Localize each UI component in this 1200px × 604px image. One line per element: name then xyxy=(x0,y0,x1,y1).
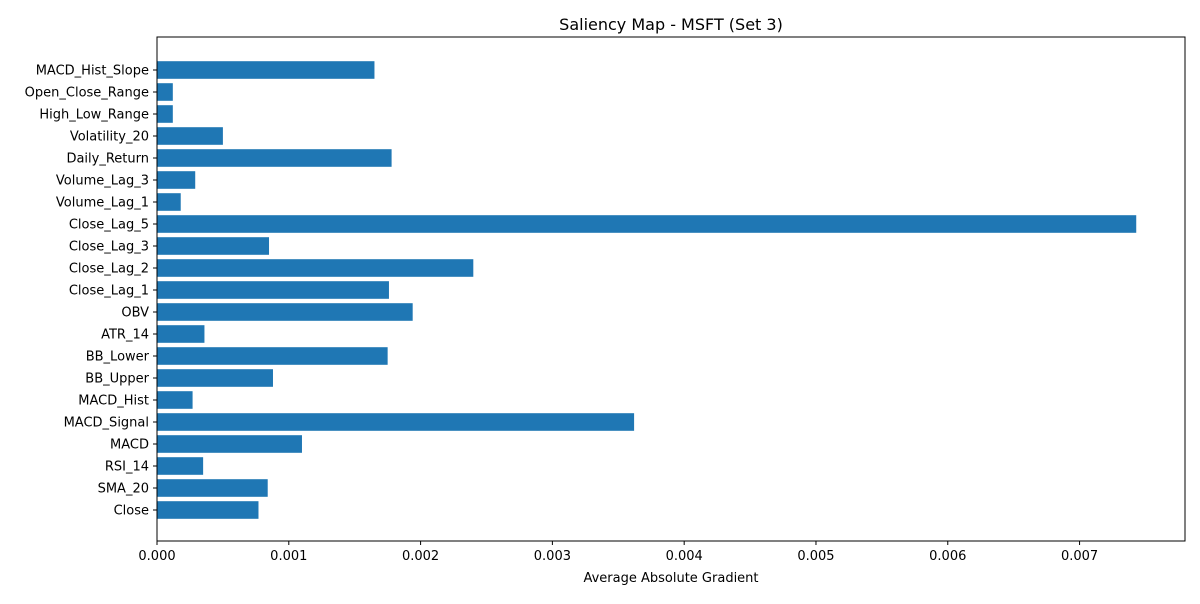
y-tick-label-ATR_14: ATR_14 xyxy=(101,328,149,343)
bar-High_Low_Range xyxy=(157,105,173,123)
y-tick-label-MACD_Hist: MACD_Hist xyxy=(78,394,149,409)
bars-group xyxy=(157,61,1137,519)
y-axis: Close SMA_20 RSI_14 MACD MACD_Signal MACD_His… xyxy=(25,64,157,519)
x-tick-label: 0.001 xyxy=(270,549,307,564)
bar-Volume_Lag_1 xyxy=(157,193,181,211)
bar-MACD_Hist_Slope xyxy=(157,61,375,79)
bar-Open_Close_Range xyxy=(157,83,173,101)
x-tick-label: 0.000 xyxy=(138,549,175,564)
y-tick-label-Close_Lag_3: Close_Lag_3 xyxy=(69,240,149,255)
y-tick-label-Volume_Lag_3: Volume_Lag_3 xyxy=(56,174,149,189)
bar-BB_Lower xyxy=(157,347,388,365)
y-tick-label-Daily_Return: Daily_Return xyxy=(66,152,149,167)
x-tick-label: 0.006 xyxy=(929,549,966,564)
x-tick-label: 0.005 xyxy=(797,549,834,564)
bar-Daily_Return xyxy=(157,149,392,167)
bar-MACD_Signal xyxy=(157,413,635,431)
bar-MACD xyxy=(157,435,302,453)
y-tick-label-Close: Close xyxy=(114,504,149,519)
bar-Close_Lag_3 xyxy=(157,237,270,255)
x-axis: 0.000 0.001 0.002 0.003 0.004 0.005 0.006 0.007 xyxy=(138,541,1098,564)
y-tick-label-MACD_Hist_Slope: MACD_Hist_Slope xyxy=(36,64,149,79)
x-tick-label: 0.002 xyxy=(402,549,439,564)
y-tick-label-Open_Close_Range: Open_Close_Range xyxy=(25,86,149,101)
bar-Close_Lag_5 xyxy=(157,215,1137,233)
bar-OBV xyxy=(157,303,413,321)
bar-Close xyxy=(157,501,259,519)
x-axis-label: Average Absolute Gradient xyxy=(583,571,758,586)
y-tick-label-BB_Lower: BB_Lower xyxy=(86,350,150,365)
y-tick-label-Close_Lag_5: Close_Lag_5 xyxy=(69,218,149,233)
bar-MACD_Hist xyxy=(157,391,193,409)
bar-Close_Lag_1 xyxy=(157,281,389,299)
y-tick-label-MACD_Signal: MACD_Signal xyxy=(64,416,149,431)
x-tick-label: 0.003 xyxy=(534,549,571,564)
y-tick-label-High_Low_Range: High_Low_Range xyxy=(39,108,149,123)
y-tick-label-Close_Lag_2: Close_Lag_2 xyxy=(69,262,149,277)
y-tick-label-SMA_20: SMA_20 xyxy=(98,482,149,497)
y-tick-label-Close_Lag_1: Close_Lag_1 xyxy=(69,284,149,299)
bar-BB_Upper xyxy=(157,369,273,387)
y-tick-label-Volume_Lag_1: Volume_Lag_1 xyxy=(56,196,149,211)
x-tick-label: 0.007 xyxy=(1061,549,1098,564)
plot-frame xyxy=(156,36,1186,542)
bar-ATR_14 xyxy=(157,325,205,343)
y-tick-label-RSI_14: RSI_14 xyxy=(105,460,149,475)
y-tick-label-OBV: OBV xyxy=(121,306,149,321)
y-tick-label-MACD: MACD xyxy=(110,438,149,453)
bar-RSI_14 xyxy=(157,457,204,475)
bar-Volume_Lag_3 xyxy=(157,171,196,189)
bar-Volatility_20 xyxy=(157,127,223,145)
bar-Close_Lag_2 xyxy=(157,259,474,277)
bar-SMA_20 xyxy=(157,479,268,497)
y-tick-label-Volatility_20: Volatility_20 xyxy=(70,130,149,145)
x-tick-label: 0.004 xyxy=(666,549,703,564)
y-tick-label-BB_Upper: BB_Upper xyxy=(85,372,149,387)
chart-title: Saliency Map - MSFT (Set 3) xyxy=(559,15,783,34)
